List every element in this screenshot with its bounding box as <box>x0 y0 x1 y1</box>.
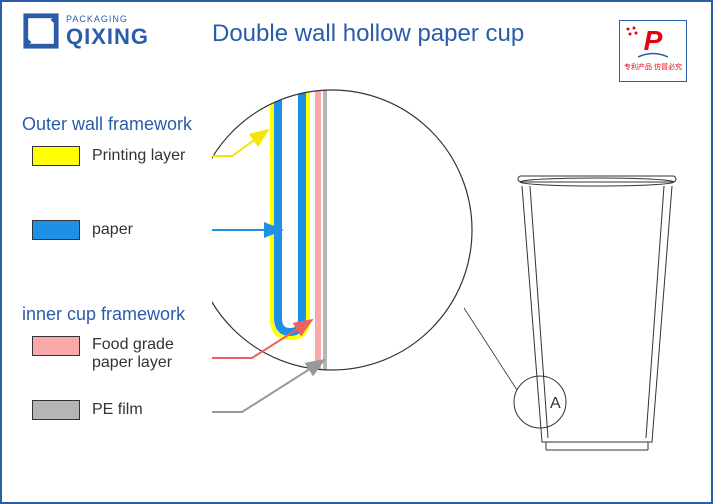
swatch-pe <box>32 400 80 420</box>
legend-pe-label: PE film <box>92 401 143 419</box>
brand-logo: PACKAGING QIXING <box>22 12 149 50</box>
cert-swoosh-icon <box>638 52 668 58</box>
outer-heading: Outer wall framework <box>22 114 192 135</box>
page-frame: PACKAGING QIXING Double wall hollow pape… <box>0 0 713 504</box>
page-title: Double wall hollow paper cup <box>212 20 524 48</box>
brand-sub: PACKAGING <box>66 15 149 24</box>
detail-label: A <box>550 395 561 412</box>
inner-heading: inner cup framework <box>22 304 185 325</box>
cup-outline <box>518 176 676 450</box>
legend-food-label: Food grade paper layer <box>92 336 174 371</box>
legend-printing-label: Printing layer <box>92 147 185 165</box>
swatch-paper <box>32 220 80 240</box>
legend-pe: PE film <box>32 400 143 420</box>
logo-text: PACKAGING QIXING <box>66 15 149 48</box>
swatch-food <box>32 336 80 356</box>
logo-mark-icon <box>22 12 60 50</box>
cert-stars-icon <box>624 25 640 39</box>
legend-paper-label: paper <box>92 221 133 239</box>
cert-symbol: P <box>644 30 663 52</box>
legend-printing: Printing layer <box>32 146 185 166</box>
magnifier-content <box>212 70 502 440</box>
diagram: A <box>212 70 692 490</box>
legend-food: Food grade paper layer <box>32 336 174 371</box>
diagram-svg: A <box>212 70 692 490</box>
swatch-printing <box>32 146 80 166</box>
brand-name: QIXING <box>66 26 149 48</box>
legend-paper: paper <box>32 220 133 240</box>
detail-leader <box>464 308 517 390</box>
